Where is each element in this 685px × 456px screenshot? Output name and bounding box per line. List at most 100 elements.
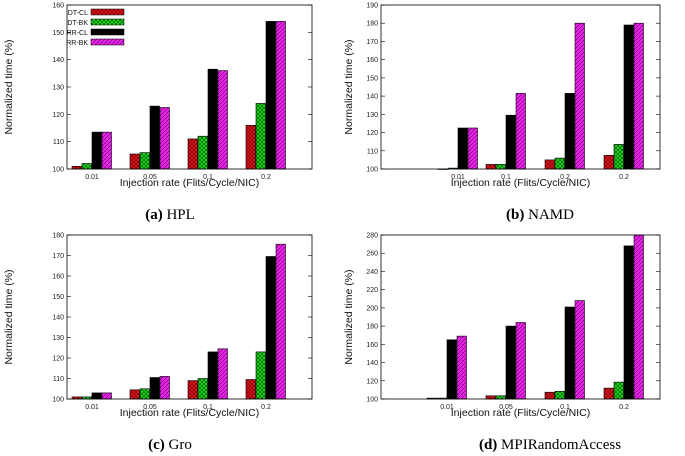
bar-rr-cl-0.1 — [505, 114, 516, 170]
y-axis-label: Normalized time (%) — [343, 269, 355, 364]
y-tick-label: 170 — [366, 39, 378, 46]
bar-rr-cl-0.05 — [505, 325, 516, 400]
bar-rr-bk-0.2 — [633, 234, 644, 400]
bar-dt-cl-0.2 — [544, 159, 555, 170]
panel-letter: (c) — [148, 437, 168, 453]
bar-rr-cl-0.2 — [623, 24, 634, 170]
bar-dt-bk-0.2 — [255, 351, 266, 400]
y-tick-label: 130 — [52, 85, 64, 92]
bar-rr-bk-0.01 — [101, 131, 112, 170]
bar-rr-cl-0.2 — [564, 93, 575, 170]
y-tick-label: 160 — [366, 57, 378, 64]
y-tick-label: 120 — [366, 378, 378, 385]
bar-dt-cl-0.1 — [485, 164, 496, 170]
x-tick-label: 0.1 — [501, 174, 511, 181]
x-tick-label: 0.1 — [203, 174, 213, 181]
y-tick-label: 150 — [366, 75, 378, 82]
y-tick-label: 200 — [366, 305, 378, 312]
legend-label: RR-CL — [67, 30, 88, 37]
y-axis-label: Normalized time (%) — [3, 39, 15, 134]
bar-rr-bk-0.2 — [275, 21, 286, 170]
x-tick-label: 0.1 — [560, 404, 570, 411]
bar-dt-cl-0.05 — [129, 389, 140, 400]
chart-panel-3: 100 110 120 130 140 150 160 170 180 0.01 0.05 0.1 0.… — [3, 233, 313, 453]
bar-dt-cl-0.1 — [187, 138, 198, 170]
x-tick-label: 0.05 — [499, 404, 513, 411]
bar-rr-bk-0.1 — [515, 93, 526, 170]
x-tick-label: 0.2 — [619, 174, 629, 181]
bar-dt-bk-0.1 — [197, 378, 208, 400]
bar-rr-cl-0.1 — [207, 351, 218, 400]
bar-rr-bk-0.01 — [101, 392, 112, 400]
bar-dt-cl-0.1 — [544, 391, 555, 400]
bar-dt-bk-0.01 — [81, 163, 92, 170]
bar-rr-cl-0.2 — [265, 256, 276, 400]
bar-dt-bk-0.2 — [554, 157, 565, 170]
y-tick-label: 110 — [53, 376, 64, 383]
panel-title: HPL — [166, 207, 194, 223]
y-axis-label: Normalized time (%) — [3, 269, 15, 364]
x-tick-label: 0.05 — [143, 404, 157, 411]
bar-dt-bk-0.05 — [495, 395, 506, 400]
bar-rr-cl-0.05 — [149, 105, 160, 170]
bar-rr-bk-0.2 — [574, 22, 585, 170]
bar-dt-cl-0.01 — [71, 166, 82, 170]
bar-dt-cl-0.1 — [187, 380, 198, 400]
bar-dt-cl-0.05 — [129, 153, 140, 170]
y-tick-label: 220 — [366, 287, 378, 294]
bar-rr-cl-0.01 — [91, 392, 102, 400]
y-axis-label: Normalized time (%) — [343, 39, 355, 134]
legend-label: DT-CL — [68, 10, 88, 17]
y-tick-label: 180 — [366, 21, 378, 28]
x-tick-label: 0.2 — [560, 174, 570, 181]
bar-rr-bk-0.01 — [456, 335, 467, 400]
panel-letter: (b) — [506, 207, 528, 223]
x-tick-label: 0.01 — [440, 404, 454, 411]
panel-caption: (b) NAMD — [506, 207, 574, 223]
panel-letter: (a) — [145, 207, 166, 223]
x-tick-label: 0.01 — [451, 174, 465, 181]
y-tick-label: 260 — [366, 251, 378, 258]
y-tick-label: 160 — [366, 342, 378, 349]
y-tick-label: 180 — [366, 324, 378, 331]
y-tick-label: 100 — [52, 167, 64, 174]
y-tick-label: 140 — [52, 315, 64, 322]
chart-panel-1: 100 110 120 130 140 150 160 0.01 0.05 0.1 0.2Injec… — [3, 3, 313, 223]
bar-rr-bk-0.05 — [159, 376, 170, 400]
y-tick-label: 100 — [366, 397, 378, 404]
y-tick-label: 100 — [52, 397, 64, 404]
y-tick-label: 160 — [52, 3, 64, 10]
legend-swatch-dt-cl — [90, 8, 125, 16]
bar-dt-cl-0.2 — [603, 387, 614, 400]
bar-dt-bk-0.05 — [139, 152, 150, 170]
x-tick-label: 0.2 — [619, 404, 629, 411]
x-tick-label: 0.05 — [143, 174, 157, 181]
y-tick-label: 110 — [53, 139, 64, 146]
chart-panel-2: 100 110 120 130 140 150 160 170 180 190 0.01 0.1 0.2… — [343, 3, 661, 223]
bar-rr-cl-0.01 — [446, 339, 457, 400]
y-tick-label: 100 — [366, 167, 378, 174]
bar-rr-bk-0.2 — [275, 243, 286, 400]
y-tick-label: 280 — [366, 233, 378, 240]
y-tick-label: 180 — [52, 233, 64, 240]
bar-rr-bk-0.1 — [217, 70, 228, 170]
bar-rr-bk-0.05 — [515, 322, 526, 400]
y-tick-label: 140 — [366, 94, 378, 101]
panel-letter: (d) — [479, 437, 501, 453]
y-tick-label: 120 — [52, 112, 64, 119]
bar-dt-bk-0.05 — [139, 388, 150, 400]
legend-swatch-rr-cl — [90, 28, 125, 36]
y-tick-label: 140 — [366, 360, 378, 367]
bar-rr-cl-0.2 — [265, 21, 276, 170]
plot-frame — [380, 4, 661, 170]
bar-rr-bk-0.01 — [467, 127, 478, 170]
x-axis-label: Injection rate (Flits/Cycle/NIC) — [120, 177, 259, 189]
y-tick-label: 170 — [52, 253, 64, 260]
chart-panel-4: 100 120 140 160 180 200 220 240 260 280 0.01 0.05 0.… — [343, 233, 661, 453]
panel-caption: (a) HPL — [145, 207, 195, 223]
y-tick-label: 120 — [366, 130, 378, 137]
panel-caption: (d) MPIRandomAccess — [479, 437, 621, 453]
bar-rr-cl-0.05 — [149, 377, 160, 400]
y-tick-label: 150 — [52, 30, 64, 37]
